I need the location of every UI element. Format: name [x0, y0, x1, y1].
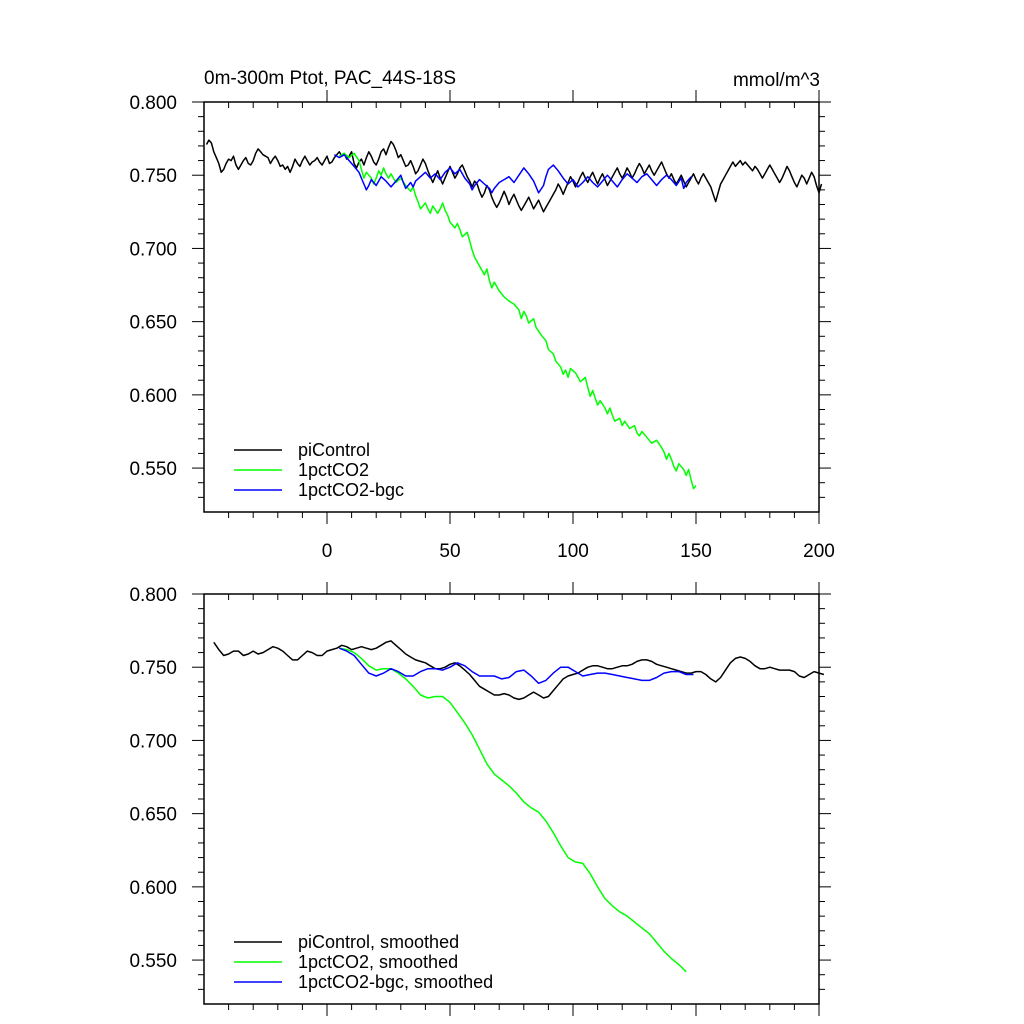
y-tick-label: 0.600: [129, 878, 177, 899]
x-tick-label: 150: [680, 541, 712, 562]
y-tick-label: 0.650: [129, 805, 177, 826]
y-tick-label: 0.700: [129, 731, 177, 752]
top-plot-frame: [203, 101, 820, 513]
x-tick-label: 0: [322, 541, 333, 562]
x-tick-label: 50: [439, 541, 460, 562]
series-line-2: [338, 152, 697, 490]
series-line-2: [339, 647, 687, 973]
series-line-1: [213, 640, 825, 701]
bottom-panel: 0.550 0.600 0.650 0.700 0.750 0.800 piControl…: [129, 582, 831, 1016]
top-tick-layer: 0 50 100 150 200 0.550 0.600 0.650 0.700 0.750 0.8…: [129, 90, 835, 562]
chart-title: 0m-300m Ptot, PAC_44S-18S: [204, 68, 456, 89]
y-tick-label: 0.650: [129, 313, 177, 334]
bottom-plot-frame: [203, 593, 820, 1005]
y-tick-label: 0.550: [129, 459, 177, 480]
legend-label: 1pctCO2-bgc, smoothed: [298, 972, 493, 992]
y-tick-label: 0.700: [129, 239, 177, 260]
legend-label: 1pctCO2, smoothed: [298, 952, 458, 972]
legend-label: 1pctCO2-bgc: [298, 480, 404, 500]
x-tick-label: 100: [557, 541, 589, 562]
units-label: mmol/m^3: [733, 70, 820, 91]
y-tick-label: 0.750: [129, 166, 177, 187]
legend-label: piControl, smoothed: [298, 932, 459, 952]
legend-label: 1pctCO2: [298, 460, 369, 480]
top-series-layer: [205, 139, 823, 490]
series-line-1: [205, 139, 823, 213]
series-line-3: [334, 153, 692, 194]
y-tick-label: 0.600: [129, 386, 177, 407]
y-tick-label: 0.550: [129, 951, 177, 972]
series-line-3: [339, 647, 694, 685]
bottom-tick-layer: 0.550 0.600 0.650 0.700 0.750 0.800: [129, 582, 831, 1016]
y-tick-label: 0.800: [129, 93, 177, 114]
x-tick-label: 200: [803, 541, 835, 562]
bottom-series-layer: [213, 640, 825, 973]
y-tick-label: 0.750: [129, 658, 177, 679]
top-panel: 0m-300m Ptot, PAC_44S-18S mmol/m^3 0 50 10…: [129, 68, 834, 562]
legend-label: piControl: [298, 440, 370, 460]
y-tick-label: 0.800: [129, 585, 177, 606]
